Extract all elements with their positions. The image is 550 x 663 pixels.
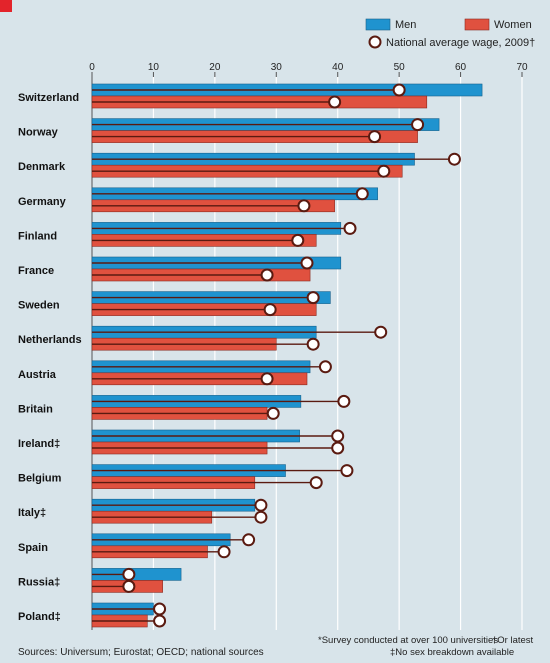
- marker-men-sweden: [306, 291, 320, 305]
- legend-swatch-women: [464, 18, 490, 31]
- marker-men-austria: [318, 360, 332, 374]
- category-label-netherlands: Netherlands: [18, 334, 82, 346]
- footnote-survey: *Survey conducted at over 100 universiti…: [318, 635, 498, 646]
- corner-tag: [0, 0, 12, 12]
- category-label-spain: Spain: [18, 542, 48, 554]
- marker-women-denmark: [377, 164, 391, 178]
- category-label-germany: Germany: [18, 196, 67, 208]
- source-note: Sources: Universum; Eurostat; OECD; nati…: [18, 647, 264, 658]
- legend-swatch-men: [365, 18, 391, 31]
- marker-men-britain: [337, 394, 351, 408]
- legend-marker-national-average: [368, 35, 382, 49]
- marker-women-russia: [122, 579, 136, 593]
- marker-women-austria: [260, 372, 274, 386]
- marker-women-ireland: [331, 441, 345, 455]
- category-label-france: France: [18, 265, 54, 277]
- marker-men-denmark: [447, 152, 461, 166]
- marker-men-france: [300, 256, 314, 270]
- tick-label-10: 10: [148, 62, 160, 73]
- category-label-belgium: Belgium: [18, 473, 62, 485]
- marker-women-norway: [368, 130, 382, 144]
- marker-women-france: [260, 268, 274, 282]
- category-label-britain: Britain: [18, 403, 53, 415]
- marker-women-belgium: [309, 476, 323, 490]
- bars: [91, 83, 483, 628]
- tick-label-70: 70: [516, 62, 528, 73]
- marker-women-britain: [266, 406, 280, 420]
- category-label-italy: Italy‡: [18, 507, 46, 519]
- marker-women-poland: [153, 614, 167, 628]
- marker-women-italy: [254, 510, 268, 524]
- legend-label-men: Men: [395, 19, 416, 31]
- footnote-latest: †Or latest: [492, 635, 534, 646]
- marker-women-finland: [291, 233, 305, 247]
- marker-men-netherlands: [374, 325, 388, 339]
- legend-label-women: Women: [494, 19, 532, 31]
- marker-men-finland: [343, 221, 357, 235]
- marker-women-switzerland: [328, 95, 342, 109]
- marker-men-russia: [122, 567, 136, 581]
- footnote-no-sex-breakdown: ‡No sex breakdown available: [390, 647, 514, 658]
- category-label-denmark: Denmark: [18, 161, 66, 173]
- marker-men-germany: [355, 187, 369, 201]
- category-label-switzerland: Switzerland: [18, 92, 79, 104]
- tick-label-30: 30: [271, 62, 283, 73]
- marker-men-italy: [254, 498, 268, 512]
- category-label-ireland: Ireland‡: [18, 438, 60, 450]
- category-label-norway: Norway: [18, 127, 59, 139]
- tick-label-40: 40: [332, 62, 344, 73]
- marker-men-poland: [153, 602, 167, 616]
- marker-women-sweden: [263, 303, 277, 317]
- legend: Men Women National average wage, 2009†: [365, 18, 535, 49]
- category-label-russia: Russia‡: [18, 576, 60, 588]
- marker-men-norway: [411, 118, 425, 132]
- x-axis-ticks: 0 10 20 30 40 50 60 70: [89, 62, 528, 77]
- marker-men-ireland: [331, 429, 345, 443]
- marker-men-belgium: [340, 464, 354, 478]
- tick-label-20: 20: [209, 62, 221, 73]
- legend-label-national-average: National average wage, 2009†: [386, 37, 535, 49]
- category-label-finland: Finland: [18, 230, 57, 242]
- category-label-sweden: Sweden: [18, 300, 60, 312]
- marker-men-switzerland: [392, 83, 406, 97]
- category-label-austria: Austria: [18, 369, 57, 381]
- markers: [92, 83, 461, 628]
- marker-women-netherlands: [306, 337, 320, 351]
- marker-women-spain: [217, 545, 231, 559]
- tick-label-0: 0: [89, 62, 95, 73]
- tick-label-60: 60: [455, 62, 467, 73]
- tick-label-50: 50: [394, 62, 406, 73]
- category-labels: Switzerland Norway Denmark Germany Finland Fr…: [18, 92, 82, 623]
- marker-women-germany: [297, 199, 311, 213]
- marker-men-spain: [242, 533, 256, 547]
- category-label-poland: Poland‡: [18, 611, 61, 623]
